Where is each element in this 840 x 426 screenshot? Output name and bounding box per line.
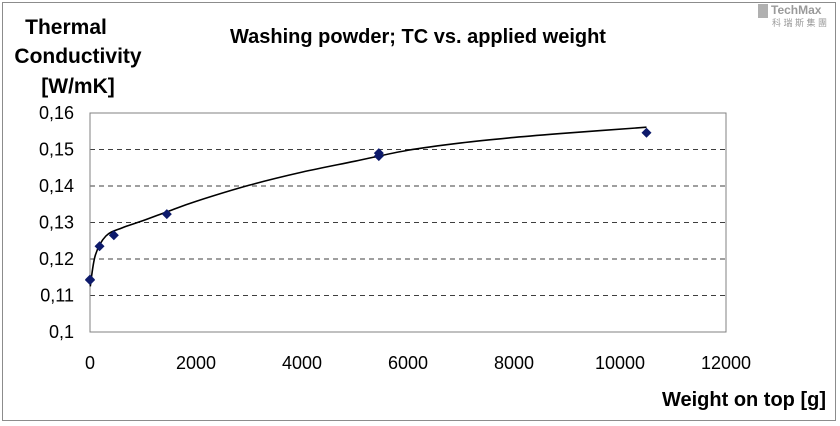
data-point xyxy=(161,209,172,220)
grid-layer xyxy=(90,149,726,296)
y-axis-label-line-3: [W/mK] xyxy=(41,75,114,98)
watermark-sub: 科 瑞 斯 集 團 xyxy=(772,17,827,28)
data-point xyxy=(641,127,652,138)
x-axis-label: Weight on top [g] xyxy=(662,389,826,411)
x-tick-label: 10000 xyxy=(595,353,645,373)
watermark-logo: TechMax 科 瑞 斯 集 團 xyxy=(758,3,827,28)
watermark-logo-icon xyxy=(758,4,768,18)
y-axis-label-line-1: Thermal xyxy=(25,16,107,39)
chart-frame xyxy=(2,2,836,421)
y-tick-label: 0,16 xyxy=(39,103,74,123)
trendline xyxy=(89,126,647,287)
x-tick-label: 6000 xyxy=(388,353,428,373)
y-tick-label: 0,1 xyxy=(49,322,74,342)
x-tick-label: 0 xyxy=(85,353,95,373)
x-tick-label: 12000 xyxy=(701,353,751,373)
x-tick-label: 8000 xyxy=(494,353,534,373)
y-tick-labels: 0,1 0,11 0,12 0,13 0,14 0,15 0,16 xyxy=(39,103,74,342)
x-tick-label: 2000 xyxy=(176,353,216,373)
x-tick-labels: 0 2000 4000 6000 8000 10000 12000 xyxy=(85,353,751,373)
y-tick-label: 0,15 xyxy=(39,140,74,160)
y-tick-label: 0,14 xyxy=(39,176,74,196)
data-points xyxy=(85,127,652,286)
watermark-brand: TechMax xyxy=(771,3,822,17)
chart-title: Washing powder; TC vs. applied weight xyxy=(230,26,606,48)
y-tick-label: 0,12 xyxy=(39,249,74,269)
data-point xyxy=(94,241,105,252)
plot-area xyxy=(89,112,727,333)
data-point xyxy=(108,230,119,241)
data-point xyxy=(85,274,95,285)
y-tick-label: 0,11 xyxy=(40,286,74,306)
y-tick-label: 0,13 xyxy=(39,213,74,233)
data-point xyxy=(373,148,384,159)
y-axis-label-line-2: Conductivity xyxy=(14,45,141,68)
x-tick-label: 4000 xyxy=(282,353,322,373)
